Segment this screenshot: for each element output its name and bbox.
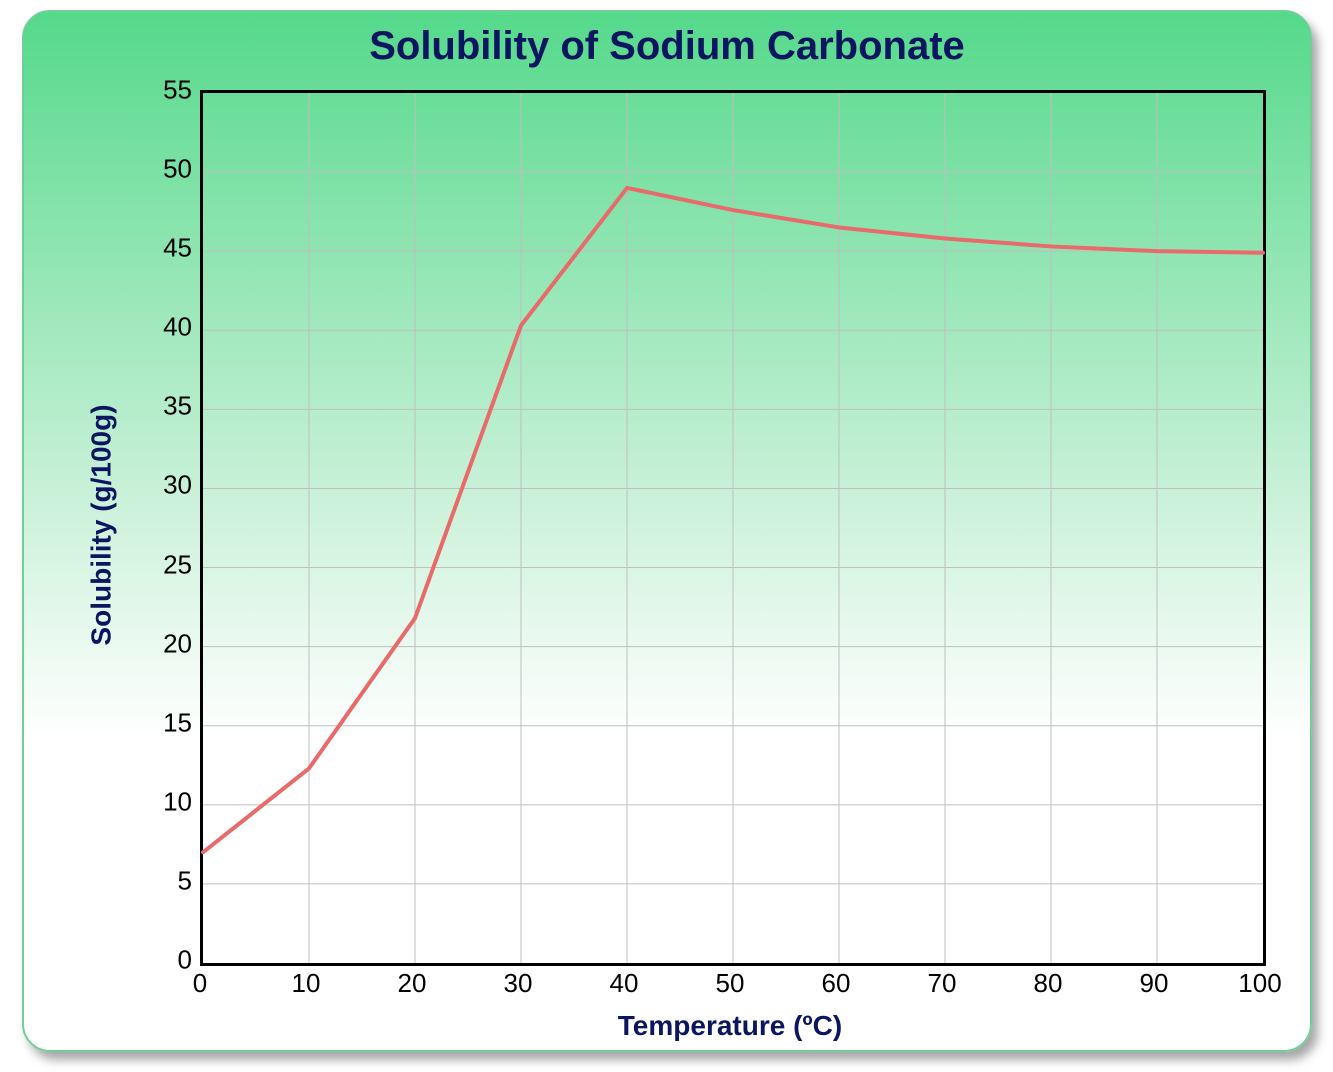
plot-area xyxy=(200,90,1266,966)
y-tick-label: 5 xyxy=(132,865,192,896)
y-tick-label: 10 xyxy=(132,786,192,817)
x-tick-label: 30 xyxy=(483,968,553,999)
x-tick-label: 100 xyxy=(1225,968,1295,999)
y-tick-label: 40 xyxy=(132,312,192,343)
y-tick-label: 30 xyxy=(132,470,192,501)
x-tick-label: 0 xyxy=(165,968,235,999)
gridlines xyxy=(203,93,1263,963)
x-tick-label: 60 xyxy=(801,968,871,999)
y-axis-label-text: Solubility (g/100g) xyxy=(86,404,118,645)
y-tick-label: 35 xyxy=(132,391,192,422)
y-tick-label: 20 xyxy=(132,628,192,659)
x-axis-label: Temperature (ºC) xyxy=(200,1010,1260,1042)
x-tick-label: 40 xyxy=(589,968,659,999)
x-tick-label: 80 xyxy=(1013,968,1083,999)
x-tick-label: 70 xyxy=(907,968,977,999)
x-tick-label: 90 xyxy=(1119,968,1189,999)
chart-title: Solubility of Sodium Carbonate xyxy=(24,24,1310,69)
x-tick-label: 10 xyxy=(271,968,341,999)
y-tick-label: 50 xyxy=(132,154,192,185)
y-axis-label: Solubility (g/100g) xyxy=(82,90,122,960)
y-tick-label: 25 xyxy=(132,549,192,580)
chart-card: Solubility of Sodium Carbonate Solubilit… xyxy=(22,10,1312,1052)
y-tick-label: 55 xyxy=(132,75,192,106)
y-tick-label: 45 xyxy=(132,233,192,264)
y-tick-label: 15 xyxy=(132,707,192,738)
x-tick-label: 50 xyxy=(695,968,765,999)
plot-svg xyxy=(203,93,1263,963)
x-tick-label: 20 xyxy=(377,968,447,999)
